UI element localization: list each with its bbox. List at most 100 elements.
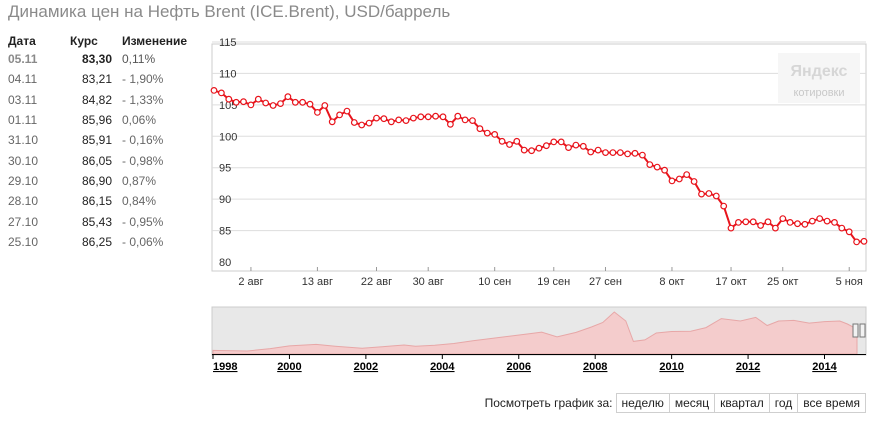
- row-change: - 1,33%: [122, 92, 164, 107]
- price-point: [387, 118, 395, 126]
- row-change: 0,84%: [122, 194, 157, 209]
- price-point: [661, 166, 668, 174]
- row-date: 05.11: [8, 52, 38, 67]
- row-change: - 0,06%: [122, 234, 164, 249]
- table-row: 31.10 85,91 - 0,16%: [4, 130, 206, 150]
- period-label: Посмотреть график за:: [484, 396, 613, 410]
- price-point: [528, 147, 535, 155]
- navigator-year-label[interactable]: 2012: [736, 361, 760, 373]
- price-point: [653, 163, 661, 171]
- period-week-button[interactable]: неделю: [615, 393, 670, 413]
- y-tick-label: 90: [219, 194, 231, 206]
- watermark-box: [778, 53, 860, 103]
- price-point: [254, 95, 262, 103]
- price-point: [808, 217, 816, 225]
- row-date: 04.11: [8, 72, 38, 87]
- price-point: [616, 149, 624, 157]
- y-tick-label: 105: [219, 100, 237, 112]
- price-point: [240, 98, 247, 106]
- table-row: 05.11 83,30 0,11%: [4, 49, 206, 69]
- period-selector: Посмотреть график за: неделю месяц кварт…: [485, 393, 866, 413]
- price-point: [705, 190, 713, 197]
- price-point: [594, 146, 602, 154]
- table-row: 30.10 86,05 - 0,98%: [4, 150, 206, 170]
- price-point: [838, 224, 846, 232]
- price-point: [417, 113, 425, 121]
- price-point: [742, 218, 750, 226]
- navigator-year-label[interactable]: 2014: [812, 361, 837, 373]
- yandex-watermark: Яндекс котировки: [778, 53, 860, 103]
- price-point: [469, 117, 476, 124]
- table-row: 25.10 86,25 - 0,06%: [4, 232, 206, 252]
- table-row: 04.11 83,21 - 1,90%: [4, 69, 206, 89]
- price-point: [602, 149, 609, 157]
- price-point: [506, 141, 513, 148]
- row-change: 0,06%: [122, 113, 157, 128]
- table-row: 29.10 86,90 0,87%: [4, 171, 206, 191]
- price-point: [550, 138, 558, 146]
- price-point: [675, 175, 683, 183]
- x-tick-label: 22 авг: [361, 276, 392, 288]
- price-point: [720, 202, 728, 210]
- page-title: Динамика цен на Нефть Brent (ICE.Brent),…: [8, 2, 451, 21]
- navigator-handle-left[interactable]: [852, 323, 859, 338]
- row-change: 0,87%: [122, 173, 157, 188]
- price-point: [727, 224, 735, 232]
- navigator-year-label[interactable]: 2002: [354, 361, 378, 373]
- price-point: [498, 137, 506, 145]
- price-point: [801, 220, 809, 228]
- period-all-button[interactable]: все время: [797, 393, 866, 413]
- price-point: [410, 114, 417, 122]
- price-point: [749, 218, 757, 226]
- row-date: 30.10: [8, 153, 39, 168]
- navigator-handle-right[interactable]: [859, 323, 866, 338]
- price-point: [631, 149, 639, 157]
- period-year-button[interactable]: год: [768, 393, 799, 413]
- navigator-year-label[interactable]: 2000: [277, 361, 301, 373]
- navigator-handle[interactable]: [852, 323, 866, 338]
- price-point: [735, 218, 742, 226]
- x-tick-label: 17 окт: [715, 276, 746, 288]
- row-date: 31.10: [8, 133, 39, 148]
- row-rate: 86,15: [81, 194, 112, 209]
- x-tick-label: 10 сен: [478, 276, 511, 288]
- price-point: [350, 119, 358, 126]
- period-month-button[interactable]: месяц: [668, 393, 716, 413]
- row-rate: 85,91: [81, 133, 112, 148]
- navigator[interactable]: 1998 2000 2002 2004 2006 2008 2010 2012 2014: [211, 306, 867, 373]
- price-point: [816, 215, 824, 223]
- price-point: [217, 89, 225, 97]
- price-point: [291, 98, 299, 106]
- price-point: [225, 95, 233, 103]
- watermark-brand: Яндекс: [791, 63, 848, 80]
- price-point: [277, 100, 284, 107]
- period-quarter-button[interactable]: квартал: [714, 393, 770, 413]
- x-tick-label: 13 авг: [302, 276, 333, 288]
- y-tick-label: 100: [219, 131, 237, 143]
- price-point: [579, 142, 587, 150]
- price-point: [432, 112, 440, 120]
- header-rate: Курс: [70, 34, 98, 48]
- price-point: [314, 108, 321, 116]
- row-change: - 0,16%: [122, 133, 164, 148]
- rates-table: Дата Курс Изменение 05.11 83,30 0,11% 04.1…: [4, 33, 206, 252]
- price-point: [831, 218, 838, 226]
- price-point: [565, 144, 572, 152]
- navigator-year-label[interactable]: 2006: [507, 361, 531, 373]
- price-point: [513, 137, 521, 145]
- navigator-year-label[interactable]: 2004: [430, 361, 455, 373]
- y-tick-label: 115: [219, 37, 237, 49]
- price-point: [668, 177, 676, 185]
- price-point: [321, 102, 329, 109]
- navigator-year-label[interactable]: 1998: [213, 361, 237, 373]
- row-rate: 83,21: [81, 72, 112, 87]
- x-tick-label: 8 окт: [659, 276, 684, 288]
- navigator-year-label[interactable]: 2008: [583, 361, 607, 373]
- navigator-year-label[interactable]: 2010: [659, 361, 683, 373]
- header-change: Изменение: [122, 34, 188, 48]
- price-point: [491, 130, 499, 138]
- price-point: [543, 142, 550, 150]
- table-row: 03.11 84,82 - 1,33%: [4, 90, 206, 110]
- price-point: [698, 190, 705, 198]
- price-point: [535, 144, 543, 152]
